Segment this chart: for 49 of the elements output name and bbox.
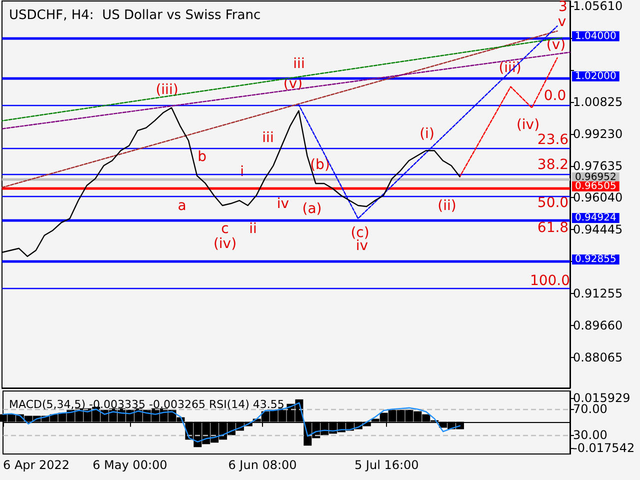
y-tick-label: 0.91255 (573, 286, 623, 301)
y-tick-label: 0.99230 (573, 126, 623, 141)
annotation: (c) (350, 225, 370, 241)
y-tick-label: 0.88065 (573, 350, 623, 364)
ref-line-label: 0.94924 (575, 212, 616, 224)
annotation: (iv) (516, 117, 540, 133)
annotation: 3 (558, 0, 568, 15)
y-tick-label: 1.05610 (573, 0, 623, 14)
y-tick-label: 0.94445 (573, 222, 623, 237)
text: MACD(5,34,5) -0.003335 -0.003265 RSI(14) 43.55 (9, 398, 284, 411)
annotation: c (221, 221, 229, 237)
annotation: 100.0 (530, 273, 570, 289)
annotation: 38.2 (537, 157, 569, 173)
annotation: 61.8 (537, 220, 569, 236)
annotation: 50.0 (537, 195, 569, 211)
annotation: (i) (420, 126, 434, 142)
annotation: iv (276, 196, 290, 212)
y-tick-label: 1.00825 (573, 94, 623, 109)
y-tick-label: 0.97635 (573, 158, 623, 173)
x-tick-label: 6 Jun 08:00 (228, 458, 297, 472)
text: USDCHF, H4: US Dollar vs Swiss Franc (9, 8, 261, 23)
annotation: a (178, 198, 186, 214)
y-tick-label: 0.89660 (573, 318, 623, 333)
y2-tick-label: 30.00 (573, 428, 608, 442)
y-tick-label: 0.015929 (573, 390, 630, 405)
annotation: (b) (310, 157, 330, 173)
x-tick-label: 6 Apr 2022 (3, 458, 70, 472)
x-tick-label: 5 Jul 16:00 (354, 458, 419, 472)
annotation: iii (262, 130, 274, 146)
annotation: 23.6 (537, 132, 569, 148)
annotation: ii (249, 221, 257, 237)
annotation: iv (356, 238, 368, 254)
ref-line-label: 1.04000 (575, 30, 616, 42)
annotation: (iv) (213, 236, 237, 252)
y-tick-label: 0.96040 (573, 190, 623, 205)
annotation: iii (293, 56, 305, 72)
annotation: (a) (302, 201, 322, 217)
ref-line-label: 1.02000 (575, 70, 616, 82)
ref-line-label: 0.96952 (575, 172, 616, 183)
x-tick-label: 6 May 00:00 (92, 458, 168, 472)
y-tick-label: -0.017542 (573, 440, 635, 455)
annotation: v (558, 14, 566, 30)
annotation: (ii) (438, 198, 456, 214)
annotation: 0.0 (544, 88, 566, 104)
y2-tick-label: 70.00 (573, 402, 608, 416)
annotation: b (198, 149, 207, 165)
ref-line-label: 0.92855 (575, 254, 616, 266)
annotation: (iii) (156, 82, 178, 98)
ref-line-label: 0.96505 (575, 180, 616, 192)
